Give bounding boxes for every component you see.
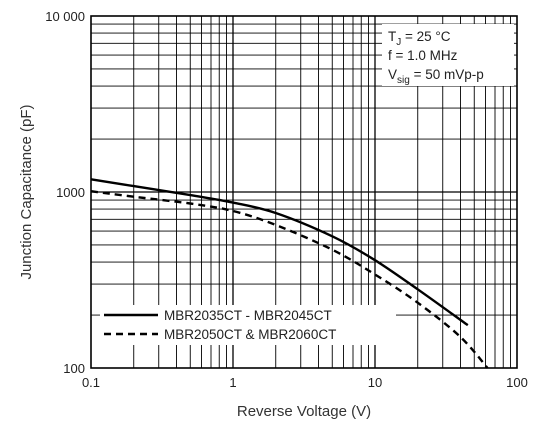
- x-tick-label: 100: [506, 375, 528, 390]
- x-tick-label: 10: [368, 375, 382, 390]
- condition-signal: Vsig = 50 mVp-p: [388, 67, 484, 86]
- condition-frequency: f = 1.0 MHz: [388, 48, 458, 63]
- x-axis-label: Reverse Voltage (V): [237, 403, 371, 420]
- y-tick-label: 10 000: [45, 9, 85, 24]
- legend: MBR2035CT - MBR2045CT MBR2050CT & MBR206…: [100, 305, 396, 345]
- series-mbr2050-2060-line: [90, 190, 489, 369]
- y-tick-label: 1000: [56, 185, 85, 200]
- x-tick-label: 1: [229, 375, 236, 390]
- legend-box: [100, 305, 396, 345]
- condition-temperature: TJ = 25 °C: [388, 29, 451, 48]
- plot-frame: [90, 15, 518, 369]
- y-tick-label: 100: [63, 361, 85, 376]
- series-layer: [90, 178, 489, 369]
- tick-labels: 0.1 1 10 100 100 1000 10 000: [45, 9, 528, 390]
- legend-label-mbr2050-2060: MBR2050CT & MBR2060CT: [164, 327, 336, 342]
- conditions-note: TJ = 25 °C f = 1.0 MHz Vsig = 50 mVp-p: [382, 24, 514, 86]
- x-tick-label: 0.1: [82, 375, 100, 390]
- legend-label-mbr2035-2045: MBR2035CT - MBR2045CT: [164, 308, 332, 323]
- conditions-box: [382, 24, 514, 86]
- y-axis-label: Junction Capacitance (pF): [18, 104, 35, 279]
- series-mbr2035-2045-line: [90, 178, 469, 327]
